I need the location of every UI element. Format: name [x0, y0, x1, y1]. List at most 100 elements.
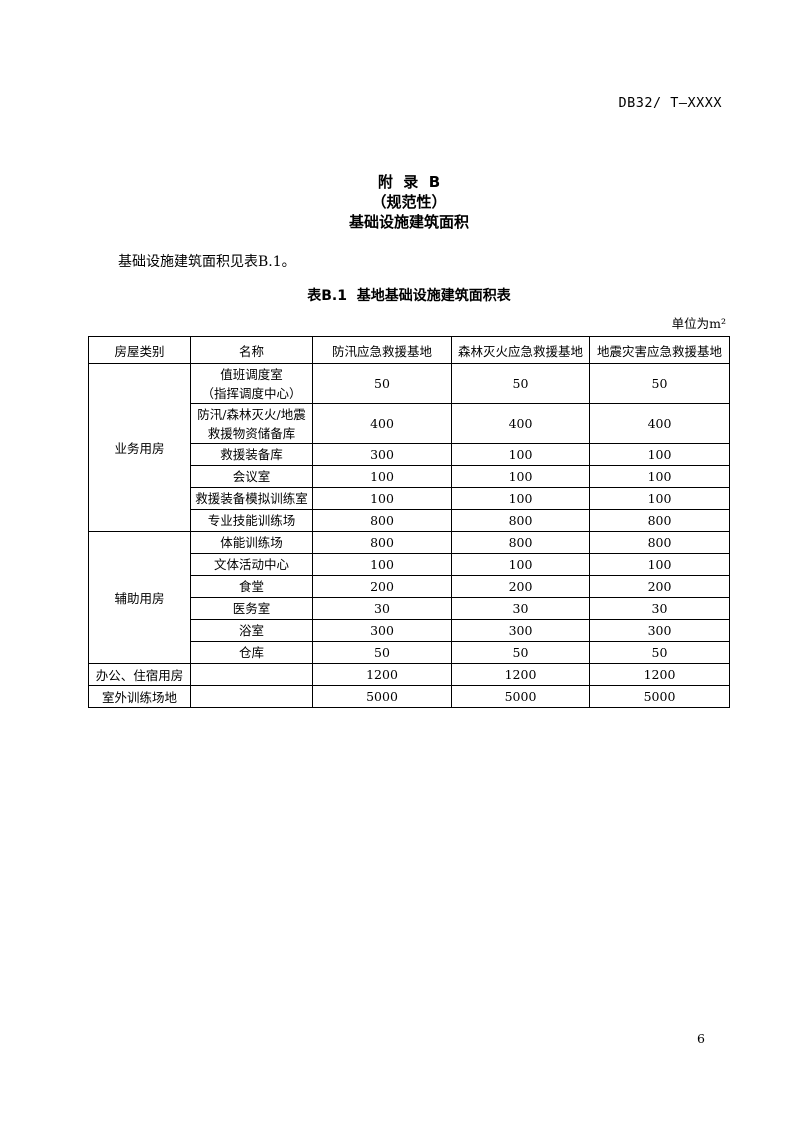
name-line: 救援装备模拟训练室	[195, 491, 308, 506]
table-row: 业务用房 值班调度室 （指挥调度中心） 50 50 50	[88, 363, 730, 532]
name-line: 医务室	[232, 601, 271, 616]
name-cell: 救援装备模拟训练室	[190, 487, 313, 510]
table-row: 室外训练场地 5000 5000 5000	[88, 685, 730, 708]
name-cell: 浴室	[190, 619, 313, 642]
value-cell: 400	[589, 403, 730, 444]
value-cell: 50	[312, 641, 452, 664]
name-line: 专业技能训练场	[207, 513, 296, 528]
name-line: 体能训练场	[220, 535, 283, 550]
value-cell: 30	[451, 597, 590, 620]
table-row: 救援装备模拟训练室 100 100 100	[89, 487, 730, 510]
name-cell: 食堂	[190, 575, 313, 598]
value-cell: 100	[589, 487, 730, 510]
name-cell: 仓库	[190, 641, 313, 664]
value-cell: 100	[451, 553, 590, 576]
name-line: 救援装备库	[220, 447, 283, 462]
name-cell: 救援装备库	[190, 443, 313, 466]
table-header-row: 房屋类别 名称 防汛应急救援基地 森林灭火应急救援基地 地震灾害应急救援基地	[88, 336, 730, 364]
value-cell: 100	[589, 443, 730, 466]
table-head: 房屋类别 名称 防汛应急救援基地 森林灭火应急救援基地 地震灾害应急救援基地	[88, 336, 730, 364]
value-cell: 5000	[312, 685, 452, 708]
table-row: 专业技能训练场 800 800 800	[89, 509, 730, 532]
value-cell: 100	[589, 553, 730, 576]
value-cell: 1200	[589, 663, 730, 686]
value-cell: 300	[312, 619, 452, 642]
name-line: 救援物资储备库	[207, 425, 296, 441]
value-cell: 50	[451, 363, 590, 404]
name-cell: 体能训练场	[190, 531, 313, 554]
name-line: 会议室	[232, 469, 271, 484]
value-cell: 200	[589, 575, 730, 598]
table-row: 会议室 100 100 100	[89, 465, 730, 488]
value-cell: 100	[589, 465, 730, 488]
appendix-heading: 附 录 B （规范性） 基础设施建筑面积	[88, 172, 730, 232]
name-cell: 文体活动中心	[190, 553, 313, 576]
category-cell: 办公、住宿用房	[88, 663, 191, 686]
value-cell: 50	[589, 641, 730, 664]
value-cell: 800	[451, 531, 590, 554]
unit-note: 单位为m²	[671, 316, 726, 331]
category-cell: 业务用房	[88, 363, 191, 532]
value-cell: 800	[312, 509, 452, 532]
value-cell: 30	[589, 597, 730, 620]
value-cell: 100	[451, 443, 590, 466]
value-cell: 400	[451, 403, 590, 444]
appendix-title: 附 录 B	[377, 173, 441, 191]
table-row: 辅助用房 体能训练场 800 800 800	[88, 531, 730, 664]
category-cell: 室外训练场地	[88, 685, 191, 708]
value-cell: 1200	[312, 663, 452, 686]
name-cell: 防汛/森林灭火/地震 救援物资储备库	[190, 403, 313, 444]
name-cell	[190, 685, 313, 708]
intro-paragraph: 基础设施建筑面积见表B.1。	[118, 254, 296, 270]
value-cell: 300	[589, 619, 730, 642]
name-cell: 值班调度室 （指挥调度中心）	[190, 363, 313, 404]
name-cell: 医务室	[190, 597, 313, 620]
table-row: 浴室 300 300 300	[89, 619, 730, 642]
column-header-1: 名称	[190, 336, 313, 364]
value-cell: 100	[451, 487, 590, 510]
page-number: 6	[697, 1031, 705, 1046]
value-cell: 300	[312, 443, 452, 466]
building-area-table: 房屋类别 名称 防汛应急救援基地 森林灭火应急救援基地 地震灾害应急救援基地 业务用房值…	[88, 336, 730, 708]
table-body: 业务用房 值班调度室 （指挥调度中心） 50 50 50 防汛/森林灭火/地震 救援物资储备库…	[88, 363, 730, 708]
value-cell: 100	[312, 487, 452, 510]
table-row: 防汛/森林灭火/地震 救援物资储备库 400 400 400	[89, 403, 730, 444]
standard-doc-number: DB32/ T—XXXX	[618, 95, 722, 111]
name-line: 防汛/森林灭火/地震	[197, 406, 306, 422]
value-cell: 30	[312, 597, 452, 620]
value-cell: 800	[312, 531, 452, 554]
name-line: 值班调度室	[220, 366, 283, 382]
value-cell: 100	[312, 553, 452, 576]
name-line: 文体活动中心	[213, 557, 289, 572]
column-header-2: 防汛应急救援基地	[312, 336, 452, 364]
value-cell: 50	[451, 641, 590, 664]
value-cell: 300	[451, 619, 590, 642]
value-cell: 800	[589, 531, 730, 554]
value-cell: 200	[451, 575, 590, 598]
value-cell: 100	[451, 465, 590, 488]
table-caption: 表B.1 基地基础设施建筑面积表	[307, 288, 511, 304]
table-row: 仓库 50 50 50	[89, 641, 730, 664]
table-row: 办公、住宿用房 1200 1200 1200	[88, 663, 730, 686]
name-line: 浴室	[238, 623, 264, 638]
name-line: （指挥调度中心）	[201, 385, 302, 401]
value-cell: 50	[589, 363, 730, 404]
name-cell	[190, 663, 313, 686]
value-cell: 5000	[451, 685, 590, 708]
appendix-normative-label: （规范性）	[371, 193, 447, 211]
appendix-subject-title: 基础设施建筑面积	[348, 213, 469, 231]
value-cell: 5000	[589, 685, 730, 708]
column-header-3: 森林灭火应急救援基地	[451, 336, 590, 364]
table-row: 救援装备库 300 100 100	[89, 443, 730, 466]
value-cell: 200	[312, 575, 452, 598]
category-cell: 辅助用房	[88, 531, 191, 664]
value-cell: 800	[589, 509, 730, 532]
name-cell: 专业技能训练场	[190, 509, 313, 532]
name-cell: 会议室	[190, 465, 313, 488]
name-line: 仓库	[238, 645, 264, 660]
column-header-4: 地震灾害应急救援基地	[589, 336, 730, 364]
value-cell: 100	[312, 465, 452, 488]
value-cell: 800	[451, 509, 590, 532]
column-header-0: 房屋类别	[88, 336, 191, 364]
